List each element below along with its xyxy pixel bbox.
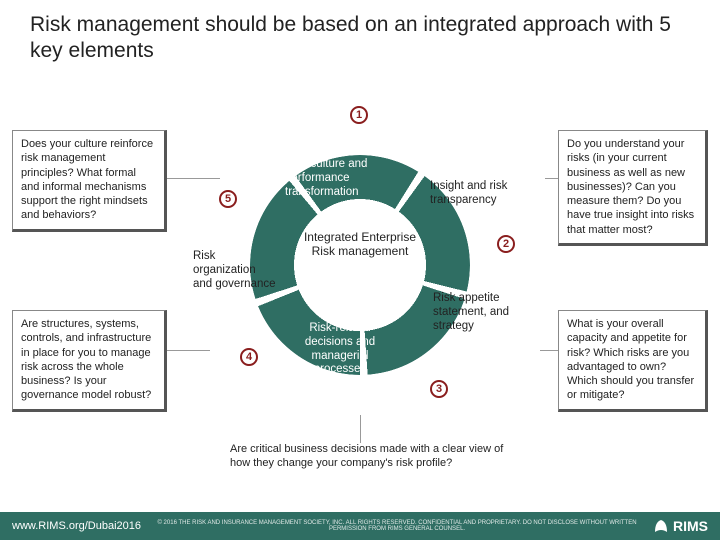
segment-label-3: Risk appetite statement, and strategy <box>433 292 528 333</box>
callout-bottom-left: Are structures, systems, controls, and i… <box>12 310 167 412</box>
callout-bottom-right: What is your overall capacity and appeti… <box>558 310 708 412</box>
segment-label-1: Risk culture and performance transformat… <box>285 158 395 199</box>
badge-2: 2 <box>497 235 515 253</box>
badge-3: 3 <box>430 380 448 398</box>
badge-5: 5 <box>219 190 237 208</box>
callout-top-right: Do you understand your risks (in your cu… <box>558 130 708 246</box>
footer-bar: www.RIMS.org/Dubai2016 © 2016 THE RISK A… <box>0 512 720 540</box>
footer-url: www.RIMS.org/Dubai2016 <box>12 520 141 532</box>
badge-4: 4 <box>240 348 258 366</box>
badge-1: 1 <box>350 106 368 124</box>
rims-logo-icon <box>653 518 669 534</box>
circular-diagram: Integrated Enterprise Risk management Ri… <box>175 100 545 430</box>
segment-label-5: Risk organization and governance <box>193 250 278 291</box>
callout-top-left: Does your culture reinforce risk managem… <box>12 130 167 232</box>
segment-label-4: Risk-related decisions and managerial pr… <box>290 322 390 377</box>
footer-logo-text: RIMS <box>673 518 708 534</box>
footer-disclaimer: © 2016 THE RISK AND INSURANCE MANAGEMENT… <box>141 520 653 532</box>
segment-label-2: Insight and risk transparency <box>430 180 525 208</box>
callout-bottom: Are critical business decisions made wit… <box>230 442 520 471</box>
page-title: Risk management should be based on an in… <box>30 12 690 65</box>
footer-logo: RIMS <box>653 518 708 534</box>
center-label: Integrated Enterprise Risk management <box>300 230 420 259</box>
